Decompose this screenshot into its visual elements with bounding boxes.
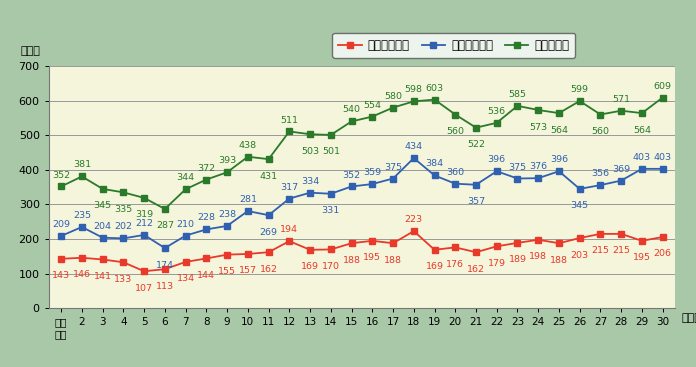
Text: 564: 564 (550, 126, 568, 135)
Text: 522: 522 (467, 140, 485, 149)
Text: 335: 335 (114, 205, 132, 214)
Text: 176: 176 (446, 260, 464, 269)
Text: 198: 198 (529, 252, 547, 261)
Text: 560: 560 (592, 127, 610, 136)
Text: 357: 357 (467, 197, 485, 206)
Text: 269: 269 (260, 228, 278, 237)
Text: 235: 235 (73, 211, 91, 220)
Text: 209: 209 (52, 220, 70, 229)
Text: 155: 155 (218, 267, 236, 276)
Text: 396: 396 (488, 155, 506, 164)
Text: 598: 598 (405, 86, 422, 94)
Text: 376: 376 (529, 162, 547, 171)
Text: 169: 169 (301, 262, 319, 271)
Text: 204: 204 (94, 222, 111, 231)
Text: 511: 511 (280, 116, 299, 124)
Text: 169: 169 (425, 262, 443, 271)
Text: 580: 580 (384, 92, 402, 101)
Text: 356: 356 (592, 169, 610, 178)
Text: 560: 560 (446, 127, 464, 136)
Text: 375: 375 (384, 163, 402, 172)
Text: 599: 599 (571, 85, 589, 94)
Text: 287: 287 (156, 221, 174, 230)
Text: 113: 113 (156, 282, 174, 291)
Text: 540: 540 (342, 105, 361, 115)
Text: 375: 375 (508, 163, 527, 172)
Text: 170: 170 (322, 262, 340, 271)
Text: 352: 352 (342, 171, 361, 179)
Text: 334: 334 (301, 177, 319, 186)
Text: 573: 573 (529, 123, 547, 131)
Text: 188: 188 (384, 256, 402, 265)
Text: 438: 438 (239, 141, 257, 150)
Text: 359: 359 (363, 168, 381, 177)
Text: 585: 585 (509, 90, 526, 99)
Text: 228: 228 (198, 214, 215, 222)
Text: 215: 215 (612, 246, 630, 255)
Text: 144: 144 (198, 271, 215, 280)
Text: 174: 174 (156, 261, 174, 270)
Text: 360: 360 (446, 168, 464, 177)
Text: 195: 195 (633, 253, 651, 262)
Text: 188: 188 (342, 256, 361, 265)
Text: 536: 536 (488, 107, 506, 116)
Text: 317: 317 (280, 183, 299, 192)
Text: 319: 319 (135, 210, 153, 219)
Text: 143: 143 (52, 271, 70, 280)
Text: 188: 188 (550, 256, 568, 265)
Text: 238: 238 (218, 210, 236, 219)
Text: 434: 434 (404, 142, 423, 151)
Text: 281: 281 (239, 195, 257, 204)
Text: 384: 384 (425, 159, 443, 168)
Text: 501: 501 (322, 148, 340, 156)
Text: 202: 202 (114, 222, 132, 232)
Text: 146: 146 (73, 270, 91, 279)
Text: （件）: （件） (21, 46, 40, 57)
Text: 162: 162 (260, 265, 278, 274)
Text: 503: 503 (301, 147, 319, 156)
Text: 381: 381 (73, 160, 91, 170)
Text: 393: 393 (218, 156, 236, 166)
Text: 203: 203 (571, 251, 589, 259)
Text: 141: 141 (94, 272, 111, 281)
Text: 345: 345 (571, 201, 589, 210)
Text: 571: 571 (612, 95, 630, 104)
Text: 195: 195 (363, 253, 381, 262)
Text: 210: 210 (177, 220, 195, 229)
Text: 564: 564 (633, 126, 651, 135)
Text: 403: 403 (633, 153, 651, 162)
Text: 431: 431 (260, 172, 278, 181)
Text: 331: 331 (322, 206, 340, 215)
Text: 134: 134 (177, 275, 195, 283)
Text: 107: 107 (135, 284, 153, 293)
Text: 179: 179 (488, 259, 506, 268)
Text: 403: 403 (654, 153, 672, 162)
Text: 609: 609 (654, 81, 672, 91)
Text: 554: 554 (363, 101, 381, 110)
Text: 603: 603 (425, 84, 443, 93)
Text: 162: 162 (467, 265, 485, 274)
Legend: 火災事故件数, 流出事故件数, 総事故件数: 火災事故件数, 流出事故件数, 総事故件数 (332, 33, 576, 58)
Text: 345: 345 (93, 201, 112, 210)
Text: 223: 223 (404, 215, 423, 224)
Text: 344: 344 (177, 173, 195, 182)
Text: 215: 215 (592, 246, 610, 255)
Text: 396: 396 (550, 155, 568, 164)
Text: 194: 194 (280, 225, 299, 234)
Text: 369: 369 (612, 165, 631, 174)
Text: 189: 189 (509, 255, 526, 264)
Text: （年）: （年） (681, 313, 696, 323)
Text: 212: 212 (135, 219, 153, 228)
Text: 206: 206 (654, 250, 672, 258)
Text: 157: 157 (239, 266, 257, 276)
Text: 352: 352 (52, 171, 70, 179)
Text: 372: 372 (197, 164, 216, 172)
Text: 133: 133 (114, 275, 132, 284)
